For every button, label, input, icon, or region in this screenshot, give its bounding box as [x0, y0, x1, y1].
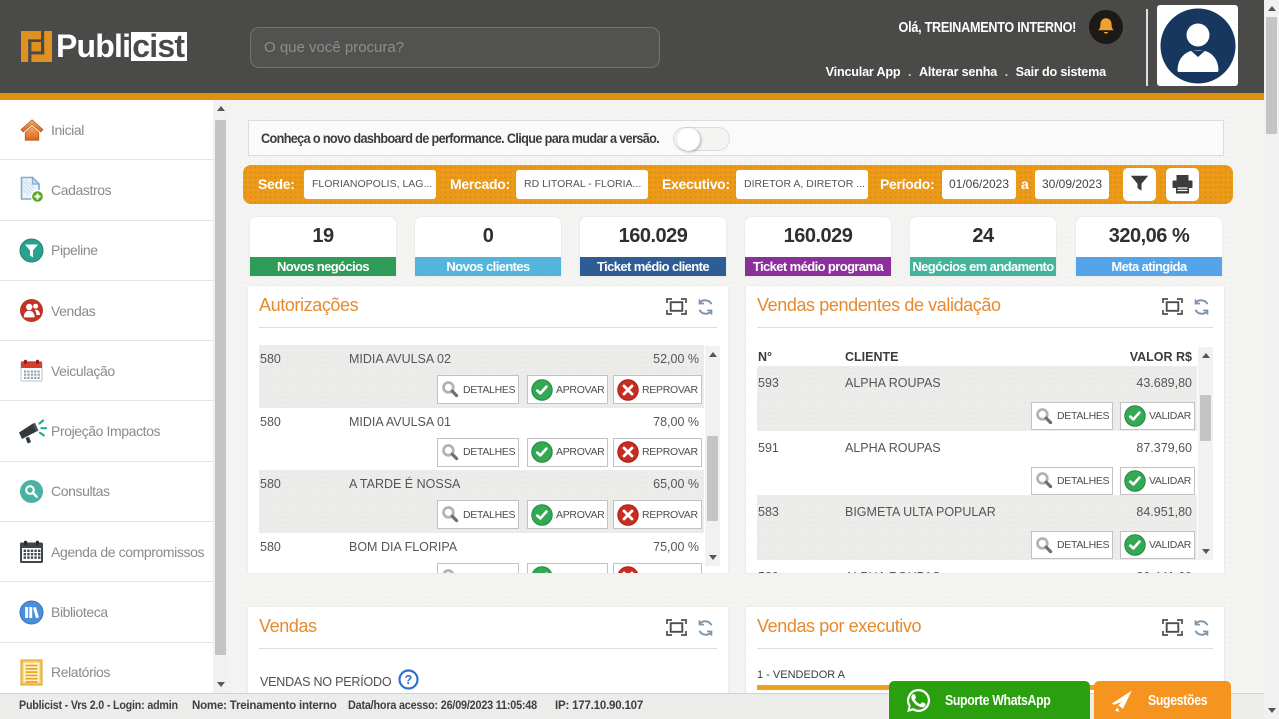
svg-text:?: ?: [405, 673, 413, 687]
